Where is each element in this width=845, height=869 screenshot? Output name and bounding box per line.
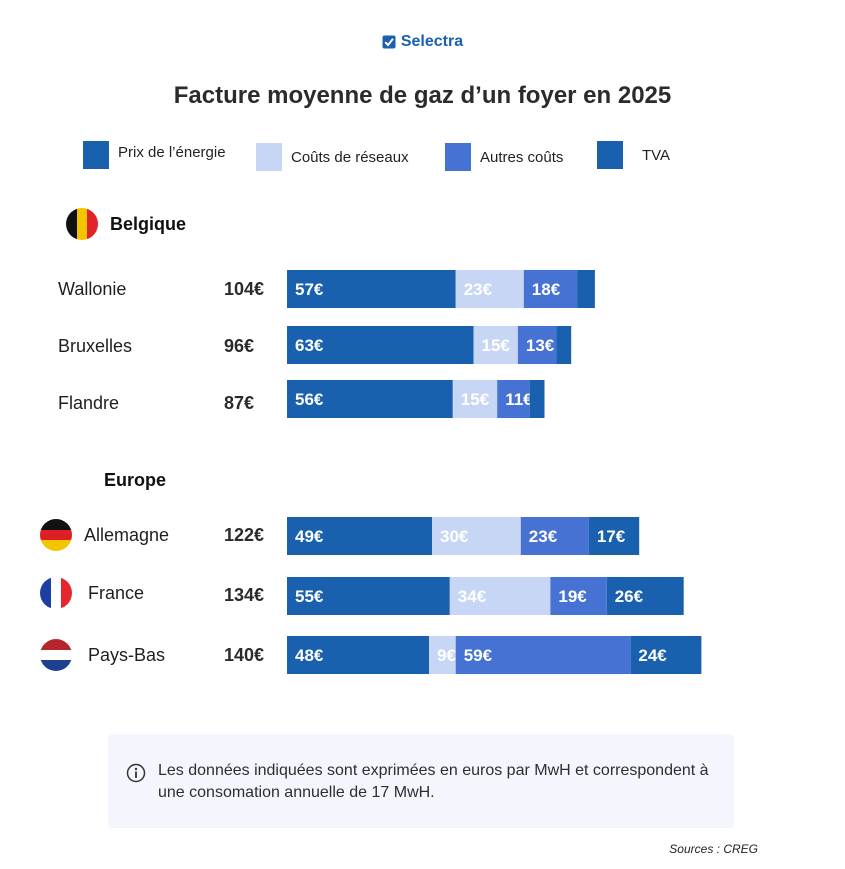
bar-segment-wallonie-3 bbox=[577, 270, 595, 308]
legend-swatch-autres bbox=[445, 143, 471, 171]
bar-label-france-0: 55€ bbox=[295, 587, 324, 606]
bar-label-wallonie-2: 18€ bbox=[532, 280, 561, 299]
bar-segment-france-2 bbox=[550, 577, 607, 615]
bar-label-bruxelles-0: 63€ bbox=[295, 336, 324, 355]
legend-item-autres: Autres coûts bbox=[445, 143, 563, 171]
row-label-allemagne: Allemagne bbox=[84, 524, 170, 545]
bar-label-pays-bas-1: 9€ bbox=[437, 646, 456, 665]
legend-item-energie: Prix de l’énergie bbox=[83, 141, 226, 169]
netherlands-flag-icon bbox=[40, 639, 72, 671]
bar-label-allemagne-1: 30€ bbox=[440, 527, 469, 546]
row-allemagne: Allemagne bbox=[40, 519, 169, 551]
bar-label-flandre-2: 11€ bbox=[505, 390, 533, 409]
legend-swatch-tva bbox=[597, 141, 623, 169]
legend-label-tva: TVA bbox=[642, 146, 671, 164]
bar-segment-pays-bas-1 bbox=[429, 636, 456, 674]
belgium-flag-icon bbox=[66, 208, 98, 240]
bar-label-france-2: 19€ bbox=[558, 587, 587, 606]
bar-segment-flandre-2 bbox=[497, 380, 530, 418]
bar-segment-flandre-1 bbox=[452, 380, 498, 418]
row-label-flandre: Flandre bbox=[58, 393, 120, 413]
bar-segment-flandre-3 bbox=[529, 380, 545, 418]
row-total-pays-bas: 140€ bbox=[224, 645, 265, 665]
germany-flag-icon bbox=[40, 519, 72, 551]
note-text: Les données indiquées sont exprimées en … bbox=[158, 762, 709, 801]
bar-segment-wallonie-1 bbox=[455, 270, 524, 308]
row-total-bruxelles: 96€ bbox=[224, 336, 255, 356]
bar-segment-allemagne-2 bbox=[520, 517, 589, 555]
bar-label-allemagne-2: 23€ bbox=[529, 527, 558, 546]
bar-label-wallonie-1: 23€ bbox=[464, 280, 493, 299]
bar-segment-allemagne-3 bbox=[588, 517, 640, 555]
row-label-pays-bas: Pays-Bas bbox=[88, 644, 166, 665]
row-label-bruxelles: Bruxelles bbox=[58, 336, 133, 356]
bar-segment-france-0 bbox=[287, 577, 450, 615]
brand-name: Selectra bbox=[400, 33, 464, 50]
bar-segment-pays-bas-2 bbox=[455, 636, 631, 674]
bar-segment-france-1 bbox=[449, 577, 551, 615]
row-total-flandre: 87€ bbox=[224, 393, 255, 413]
bar-segment-bruxelles-1 bbox=[473, 326, 518, 364]
row-france: France bbox=[40, 577, 144, 609]
legend-item-tva: TVA bbox=[597, 141, 670, 169]
section-title-europe: Europe bbox=[104, 470, 167, 490]
check-icon bbox=[382, 35, 396, 49]
row-total-allemagne: 122€ bbox=[224, 525, 265, 545]
bar-segment-bruxelles-2 bbox=[517, 326, 557, 364]
bar-segment-allemagne-1 bbox=[432, 517, 521, 555]
bar-segment-bruxelles-3 bbox=[556, 326, 572, 364]
row-pays-bas: Pays-Bas bbox=[40, 639, 165, 671]
sources-text: Sources : CREG bbox=[669, 842, 758, 856]
bar-segment-flandre-0 bbox=[287, 380, 453, 418]
bar-label-bruxelles-2: 13€ bbox=[526, 336, 555, 355]
bar-segment-bruxelles-0 bbox=[287, 326, 474, 364]
france-flag-icon bbox=[40, 577, 72, 609]
row-total-wallonie: 104€ bbox=[224, 279, 265, 299]
bar-label-allemagne-3: 17€ bbox=[597, 527, 626, 546]
bar-label-france-3: 26€ bbox=[615, 587, 644, 606]
legend-label-autres: Autres coûts bbox=[480, 148, 564, 166]
bar-segment-pays-bas-0 bbox=[287, 636, 430, 674]
legend-swatch-reseaux bbox=[256, 143, 282, 171]
section-belgique: Belgique bbox=[66, 208, 186, 240]
bar-segment-allemagne-0 bbox=[287, 517, 432, 555]
legend-label-reseaux: Coûts de réseaux bbox=[291, 148, 409, 166]
info-icon bbox=[126, 763, 146, 783]
legend-swatch-energie bbox=[83, 141, 109, 169]
legend-label-energie: Prix de l’énergie bbox=[118, 143, 226, 161]
bar-label-pays-bas-0: 48€ bbox=[295, 646, 324, 665]
bar-segment-france-3 bbox=[606, 577, 684, 615]
section-title-belgique: Belgique bbox=[110, 213, 187, 234]
row-total-france: 134€ bbox=[224, 585, 265, 605]
bar-label-bruxelles-1: 15€ bbox=[482, 336, 511, 355]
info-note: Les données indiquées sont exprimées en … bbox=[108, 734, 734, 828]
row-label-france: France bbox=[88, 582, 145, 603]
bar-label-pays-bas-2: 59€ bbox=[464, 646, 493, 665]
brand-logo: Selectra bbox=[0, 33, 845, 51]
bar-segment-wallonie-2 bbox=[523, 270, 578, 308]
legend-item-reseaux: Coûts de réseaux bbox=[256, 143, 409, 171]
bar-label-allemagne-0: 49€ bbox=[295, 527, 324, 546]
bar-label-flandre-0: 56€ bbox=[295, 390, 324, 409]
bar-label-pays-bas-3: 24€ bbox=[638, 646, 667, 665]
bar-label-france-1: 34€ bbox=[458, 587, 487, 606]
row-label-wallonie: Wallonie bbox=[58, 279, 127, 299]
bar-segment-pays-bas-3 bbox=[630, 636, 702, 674]
chart-title: Facture moyenne de gaz d’un foyer en 202… bbox=[173, 82, 672, 109]
bar-label-flandre-1: 15€ bbox=[461, 390, 490, 409]
bar-segment-wallonie-0 bbox=[287, 270, 456, 308]
bar-label-wallonie-0: 57€ bbox=[295, 280, 324, 299]
section-europe: Europe bbox=[104, 470, 166, 491]
